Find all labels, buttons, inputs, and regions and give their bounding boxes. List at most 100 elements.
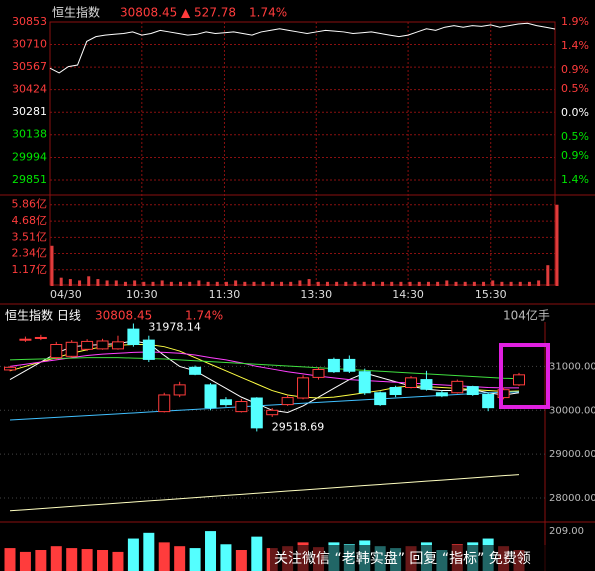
volume-bar — [174, 546, 186, 571]
volume-bar — [280, 281, 284, 286]
volume-bar — [243, 281, 247, 286]
y-tick-label: 5.86亿 — [12, 198, 48, 211]
volume-bar — [261, 281, 265, 286]
volume-bar — [436, 281, 440, 286]
volume-bar — [127, 538, 139, 571]
candle-body — [127, 328, 140, 345]
volume-bar — [381, 281, 385, 286]
volume-bar — [123, 281, 127, 286]
volume-bar — [78, 280, 82, 286]
volume-bar — [399, 281, 403, 286]
candle-body — [281, 397, 294, 406]
volume-bar — [96, 279, 100, 286]
volume-bar — [463, 281, 467, 286]
x-tick-label: 11:30 — [209, 288, 241, 301]
volume-bar — [491, 280, 495, 286]
volume-bar — [537, 280, 541, 286]
candle-body — [34, 336, 47, 339]
volume-bar — [500, 281, 504, 286]
volume-bar — [454, 281, 458, 286]
y-tick-label: 4.68亿 — [12, 214, 48, 227]
y2-tick-label: 0.9% — [561, 63, 589, 76]
volume-bar — [482, 281, 486, 286]
candle-body — [374, 392, 387, 406]
watermark-bg — [270, 545, 595, 571]
volume-bar — [66, 548, 78, 571]
volume-bar — [270, 281, 274, 286]
moving-average — [9, 391, 520, 421]
volume-bar — [390, 281, 394, 286]
volume-bar — [298, 280, 302, 286]
volume-bar — [408, 281, 412, 286]
volume-bar — [143, 532, 155, 571]
volume-bar — [335, 281, 339, 286]
watermark: 关注微信 “老韩实盘” 回复 “指标” 免费领 — [274, 550, 531, 567]
candle-body — [466, 386, 479, 396]
volume-bar — [81, 549, 93, 571]
moving-average — [9, 340, 520, 414]
moving-average — [9, 343, 520, 399]
candle-body — [65, 341, 78, 357]
volume-bar — [251, 536, 263, 571]
candle-body — [4, 366, 16, 371]
volume-bar — [417, 281, 421, 286]
candle-body — [435, 392, 448, 397]
candle-body — [451, 380, 464, 394]
y2-tick-label: 0.5% — [561, 130, 589, 143]
volume-bar — [142, 281, 146, 286]
volume-bar — [235, 550, 247, 571]
y2-tick-label: 0.5% — [561, 82, 589, 95]
volume-bar — [371, 281, 375, 286]
y-tick-label: 30853 — [12, 15, 47, 28]
candle-body — [497, 389, 510, 399]
y2-tick-label: 1.4% — [561, 39, 589, 52]
candle-body — [482, 394, 495, 409]
volume-bar — [316, 281, 320, 286]
volume-bar — [325, 281, 329, 286]
x-tick-label: 04/30 — [50, 288, 82, 301]
y-tick-label: 1.17亿 — [12, 263, 48, 276]
y-tick-label: 29000.00 — [549, 449, 595, 460]
candle-body — [204, 384, 217, 409]
candle-body — [297, 377, 310, 399]
volume-bar — [289, 281, 293, 286]
intraday-frame — [49, 21, 556, 286]
volume-bar — [252, 281, 256, 286]
volume-bar — [234, 280, 238, 286]
volume-bar — [472, 281, 476, 286]
volume-bar — [224, 281, 228, 286]
candle-body — [158, 394, 171, 413]
y-tick-label: 30281 — [12, 105, 47, 118]
low-annotation: 29518.69 — [272, 420, 325, 433]
price-line — [49, 22, 556, 74]
volume-bar — [215, 281, 219, 286]
volume-bar — [50, 546, 62, 571]
candle-body — [266, 409, 279, 416]
y2-tick-label: 0.0% — [561, 106, 589, 119]
candle-body — [343, 358, 356, 372]
price: 30808.45 — [120, 6, 177, 20]
volume-bar — [50, 245, 54, 286]
title: 恒生指数 — [52, 5, 100, 20]
y2-tick-label: 0.9% — [561, 149, 589, 162]
y-tick-label: 209.00 — [549, 526, 584, 537]
y-tick-label: 30567 — [12, 60, 47, 73]
volume-bar — [344, 281, 348, 286]
volume-bar — [35, 550, 47, 571]
highlight-box — [499, 343, 550, 409]
volume-bar — [114, 280, 118, 286]
candle-body — [513, 374, 525, 386]
volume-bar — [353, 281, 357, 286]
candle-body — [173, 384, 186, 396]
high-annotation: 31978.14 — [148, 321, 201, 334]
candle-body — [312, 369, 325, 378]
volume-bar — [179, 281, 183, 286]
x-tick-label: 10:30 — [126, 288, 158, 301]
volume-bar — [518, 281, 522, 286]
moving-average — [9, 474, 520, 512]
y-tick-label: 30138 — [12, 128, 47, 141]
volume-bar — [546, 265, 550, 286]
volume-bar — [189, 548, 201, 571]
candle-body — [50, 343, 63, 359]
